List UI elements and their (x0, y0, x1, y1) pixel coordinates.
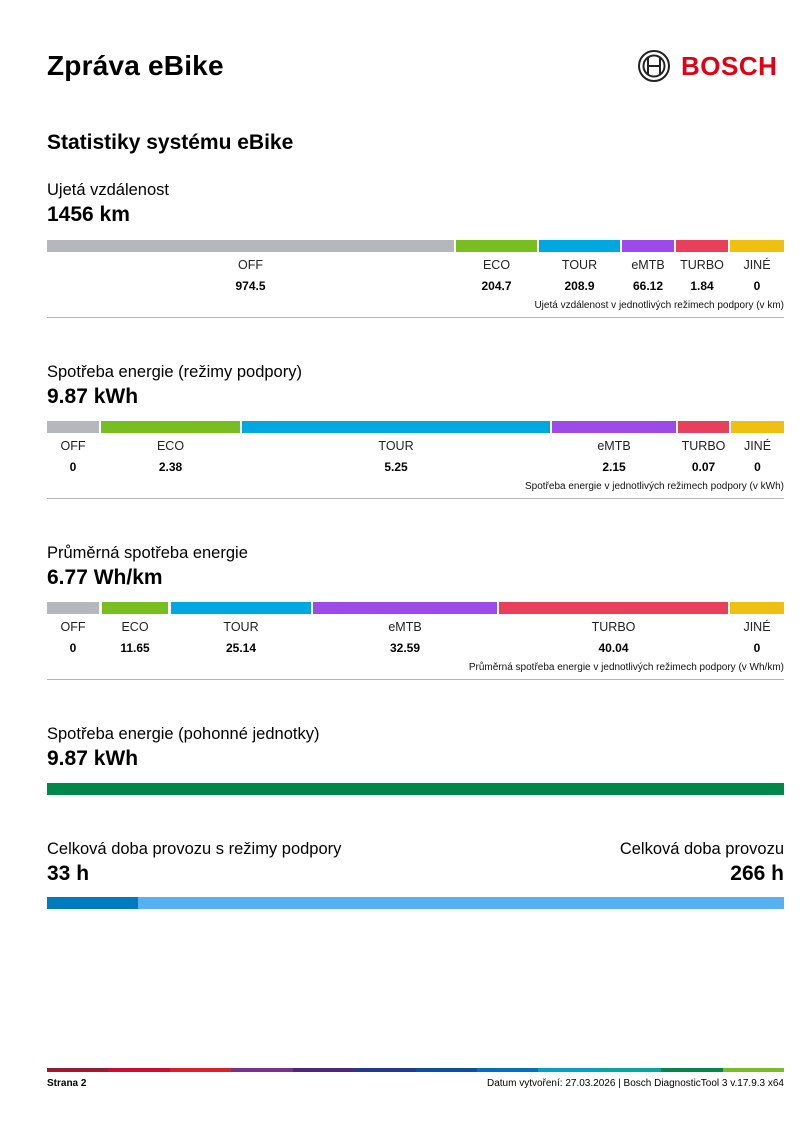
distance-bar-turbo (676, 240, 728, 252)
distance-label: Ujetá vzdálenost (47, 181, 169, 199)
mode-value: 40.04 (598, 641, 629, 655)
mode-value: 11.65 (120, 641, 150, 655)
avg-bar-off (47, 602, 99, 614)
mode-value: 5.25 (384, 460, 408, 474)
mode-value: 208.9 (564, 279, 595, 293)
energy-bar-jine (731, 421, 784, 433)
mode-value: 2.15 (602, 460, 626, 474)
mode-label: TOUR (561, 258, 598, 272)
energy-drive-label: Spotřeba energie (pohonné jednotky) (47, 725, 320, 743)
mode-label: TOUR (378, 439, 414, 453)
avg-mode-labels: OFF ECO TOUR eMTB TURBO JINÉ (47, 620, 784, 636)
avg-energy-label: Průměrná spotřeba energie (47, 544, 248, 562)
page-number: Strana 2 (47, 1078, 87, 1089)
energy-modes-label: Spotřeba energie (režimy podpory) (47, 363, 302, 381)
operation-bar-remaining (138, 897, 784, 909)
bosch-wordmark: BOSCH (681, 50, 778, 81)
mode-value: 1.84 (690, 279, 714, 293)
avg-energy-section: Průměrná spotřeba energie 6.77 Wh/km OFF… (47, 544, 784, 684)
footer-color-strip (47, 1068, 785, 1072)
total-time-value: 266 h (730, 862, 784, 885)
energy-modes-bar (47, 421, 784, 433)
mode-value: 66.12 (632, 279, 664, 293)
assist-time-value: 33 h (47, 862, 90, 885)
mode-value: 0 (754, 460, 761, 474)
mode-value: 0 (753, 279, 761, 293)
energy-bar-eco (101, 421, 240, 433)
avg-bar-tour (171, 602, 311, 614)
distance-bar-tour (539, 240, 620, 252)
avg-energy-bar (47, 602, 784, 614)
operation-bar-assist (47, 897, 138, 909)
avg-mode-values: 0 11.65 25.14 32.59 40.04 0 (47, 641, 784, 657)
mode-value: 25.14 (225, 641, 257, 655)
mode-label: eMTB (631, 258, 665, 272)
section-title: Statistiky systému eBike (47, 131, 294, 154)
energy-modes-section: Spotřeba energie (režimy podpory) 9.87 k… (47, 363, 784, 503)
energy-drive-bar (47, 783, 784, 795)
mode-label: TURBO (591, 620, 636, 634)
energy-modes-value: 9.87 kWh (47, 385, 139, 408)
avg-energy-note: Průměrná spotřeba energie v jednotlivých… (468, 662, 784, 673)
mode-value: 0 (753, 641, 761, 655)
mode-label: OFF (238, 258, 263, 272)
mode-label: eMTB (388, 620, 422, 634)
energy-bar-emtb (552, 421, 676, 433)
operation-bar (47, 897, 784, 909)
mode-value: 204.7 (481, 279, 512, 293)
mode-label: OFF (60, 620, 86, 634)
avg-bar-eco (102, 602, 168, 614)
distance-bar-emtb (622, 240, 674, 252)
avg-bar-jine (730, 602, 784, 614)
mode-label: OFF (60, 439, 86, 453)
divider (47, 498, 784, 499)
distance-mode-labels: OFF ECO TOUR eMTB TURBO JINÉ (47, 258, 784, 274)
mode-label: TURBO (680, 258, 724, 272)
energy-mode-labels: OFF ECO TOUR eMTB TURBO JINÉ (47, 439, 784, 455)
distance-bar-off (47, 240, 454, 252)
operation-section: Celková doba provozu s režimy podpory 33… (47, 840, 784, 912)
energy-drive-section: Spotřeba energie (pohonné jednotky) 9.87… (47, 725, 784, 795)
page-title: Zpráva eBike (47, 50, 224, 81)
distance-section: Ujetá vzdálenost 1456 km OFF ECO TOUR eM… (47, 181, 784, 321)
mode-label: ECO (156, 439, 185, 453)
mode-value: 32.59 (389, 641, 421, 655)
footer-info: Datum vytvoření: 27.03.2026 | Bosch Diag… (486, 1078, 784, 1089)
distance-mode-values: 974.5 204.7 208.9 66.12 1.84 0 (47, 279, 784, 295)
mode-label: JINÉ (743, 258, 771, 272)
avg-bar-turbo (499, 602, 728, 614)
mode-label: eMTB (597, 439, 631, 453)
distance-value: 1456 km (47, 203, 130, 226)
mode-label: TOUR (223, 620, 259, 634)
avg-energy-value: 6.77 Wh/km (47, 566, 163, 589)
total-time-label: Celková doba provozu (619, 840, 784, 858)
bosch-armature-icon (638, 50, 670, 82)
energy-modes-note: Spotřeba energie v jednotlivých režimech… (524, 481, 784, 492)
mode-value: 974.5 (235, 279, 266, 293)
mode-label: JINÉ (743, 620, 771, 634)
mode-label: TURBO (681, 439, 726, 453)
distance-bar-eco (456, 240, 537, 252)
energy-bar-turbo (678, 421, 729, 433)
divider (47, 679, 784, 680)
mode-value: 0.07 (691, 460, 716, 474)
distance-bar-jine (730, 240, 784, 252)
bosch-logo: BOSCH (637, 48, 784, 84)
mode-value: 2.38 (158, 460, 183, 474)
mode-value: 0 (69, 460, 77, 474)
assist-time-label: Celková doba provozu s režimy podpory (47, 840, 342, 858)
avg-bar-emtb (313, 602, 497, 614)
energy-mode-values: 0 2.38 5.25 2.15 0.07 0 (47, 460, 784, 476)
distance-note: Ujetá vzdálenost v jednotlivých režimech… (534, 300, 784, 311)
mode-label: ECO (121, 620, 149, 634)
divider (47, 317, 784, 318)
energy-bar-off (47, 421, 99, 433)
distance-bar (47, 240, 784, 252)
energy-drive-value: 9.87 kWh (47, 747, 139, 770)
mode-label: JINÉ (743, 439, 772, 453)
mode-value: 0 (69, 641, 77, 655)
mode-label: ECO (482, 258, 511, 272)
energy-bar-tour (242, 421, 550, 433)
